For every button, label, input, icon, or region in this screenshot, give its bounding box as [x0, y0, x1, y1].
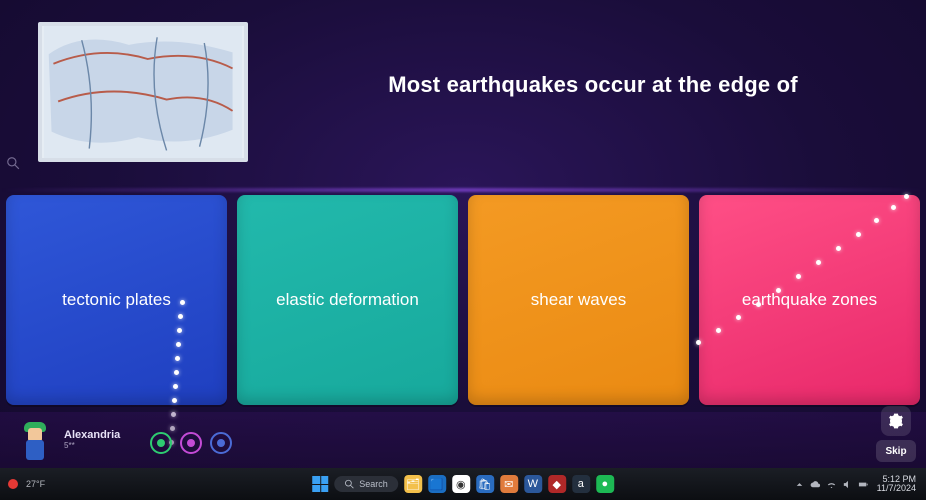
volume-icon	[842, 479, 853, 490]
settings-button[interactable]	[881, 406, 911, 436]
map-icon	[42, 26, 244, 158]
taskbar-left-indicator[interactable]	[8, 479, 18, 489]
taskbar-search[interactable]: Search	[334, 476, 398, 492]
powerup-blue[interactable]	[210, 432, 232, 454]
answer-option-2[interactable]: elastic deformation	[237, 195, 458, 405]
player-name: Alexandria 5**	[64, 429, 120, 450]
answer-grid: tectonic plates elastic deformation shea…	[0, 195, 926, 405]
answer-label: tectonic plates	[62, 290, 171, 310]
taskbar-weather[interactable]: 27°F	[26, 479, 45, 489]
game-bottom-bar: Alexandria 5** Skip	[0, 412, 926, 468]
chevron-up-icon	[794, 479, 805, 490]
taskbar-app-roblox[interactable]: ◆	[548, 475, 566, 493]
system-tray[interactable]	[794, 479, 869, 490]
powerup-purple[interactable]	[180, 432, 202, 454]
taskbar-app-mail[interactable]: ✉	[500, 475, 518, 493]
answer-option-1[interactable]: tectonic plates	[6, 195, 227, 405]
answer-label: shear waves	[531, 290, 626, 310]
wifi-icon	[826, 479, 837, 490]
taskbar-app-explorer[interactable]: 🗂	[404, 475, 422, 493]
taskbar-app-store[interactable]: 🛍	[476, 475, 494, 493]
windows-taskbar: 27°F Search 🗂 🟦 ◉ 🛍 ✉ W ◆ a ● 5:12 PM	[0, 468, 926, 500]
taskbar-pinned-apps: 🗂 🟦 ◉ 🛍 ✉ W ◆ a ●	[404, 475, 614, 493]
cloud-icon	[810, 479, 821, 490]
answer-label: earthquake zones	[742, 290, 877, 310]
search-icon	[344, 479, 354, 489]
player-avatar[interactable]	[18, 422, 58, 462]
taskbar-app-spotify[interactable]: ●	[596, 475, 614, 493]
answer-option-3[interactable]: shear waves	[468, 195, 689, 405]
quiz-app: Most earthquakes occur at the edge of te…	[0, 0, 926, 468]
skip-button[interactable]: Skip	[876, 440, 916, 462]
question-area: Most earthquakes occur at the edge of	[0, 0, 926, 192]
taskbar-app-amazon[interactable]: a	[572, 475, 590, 493]
battery-icon	[858, 479, 869, 490]
zoom-icon[interactable]	[6, 156, 20, 170]
answer-label: elastic deformation	[276, 290, 419, 310]
gear-icon	[888, 413, 904, 429]
powerup-chips	[150, 432, 232, 454]
taskbar-app-edge[interactable]: 🟦	[428, 475, 446, 493]
start-button[interactable]	[312, 476, 328, 492]
question-image-thumbnail[interactable]	[38, 22, 248, 162]
taskbar-search-placeholder: Search	[359, 479, 388, 489]
taskbar-app-word[interactable]: W	[524, 475, 542, 493]
powerup-green[interactable]	[150, 432, 172, 454]
question-text: Most earthquakes occur at the edge of	[300, 72, 886, 98]
taskbar-clock[interactable]: 5:12 PM 11/7/2024	[877, 475, 916, 494]
taskbar-app-chrome[interactable]: ◉	[452, 475, 470, 493]
answer-option-4[interactable]: earthquake zones	[699, 195, 920, 405]
